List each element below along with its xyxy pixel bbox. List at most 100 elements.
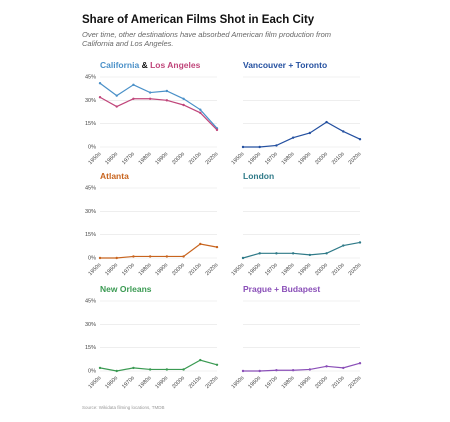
y-tick-label: 30% bbox=[85, 98, 96, 104]
point bbox=[165, 255, 169, 258]
y-tick-label: 0% bbox=[88, 255, 96, 261]
point bbox=[148, 91, 152, 94]
x-tick-label: 1950s bbox=[231, 151, 246, 166]
y-tick-label: 30% bbox=[85, 209, 96, 215]
x-tick-label: 2010s bbox=[331, 375, 346, 390]
page-title: Share of American Films Shot in Each Cit… bbox=[82, 14, 315, 26]
y-tick-label: 45% bbox=[85, 298, 96, 304]
point bbox=[291, 369, 295, 372]
x-tick-label: 2010s bbox=[331, 151, 346, 166]
x-tick-label: 1980s bbox=[138, 151, 153, 166]
legend-entry: Los Angeles bbox=[150, 60, 200, 70]
y-tick-label: 15% bbox=[85, 345, 96, 351]
y-tick-label: 0% bbox=[88, 368, 96, 374]
point bbox=[148, 97, 152, 100]
x-tick-label: 1970s bbox=[264, 375, 279, 390]
panel-title: Prague + Budapest bbox=[243, 284, 320, 294]
point bbox=[342, 366, 345, 370]
x-tick-label: 2000s bbox=[171, 375, 186, 390]
point bbox=[148, 255, 152, 258]
y-tick-label: 45% bbox=[85, 185, 96, 191]
source: Source: Wikidata filming locations, TMDB bbox=[82, 405, 164, 410]
series-line bbox=[99, 359, 218, 372]
point bbox=[291, 252, 295, 255]
title-joiner: & bbox=[142, 60, 148, 70]
legend-entry: New Orleans bbox=[100, 284, 152, 294]
series-line bbox=[99, 96, 218, 131]
series-line bbox=[99, 82, 218, 129]
x-tick-label: 1960s bbox=[247, 151, 262, 166]
panel-title: California & Los Angeles bbox=[100, 60, 201, 70]
x-tick-label: 1970s bbox=[121, 151, 136, 166]
y-tick-label: 30% bbox=[85, 322, 96, 328]
x-tick-label: 1970s bbox=[264, 151, 279, 166]
series-line bbox=[243, 362, 361, 372]
point bbox=[308, 131, 312, 135]
point bbox=[215, 128, 219, 132]
y-tick-label: 0% bbox=[88, 144, 96, 150]
point bbox=[199, 358, 202, 362]
point bbox=[182, 368, 185, 371]
point bbox=[325, 252, 328, 255]
point bbox=[115, 94, 118, 97]
panel-title: Atlanta bbox=[100, 171, 129, 181]
x-tick-label: 1990s bbox=[297, 262, 312, 277]
x-tick-label: 2000s bbox=[314, 262, 329, 277]
point bbox=[291, 136, 295, 139]
point bbox=[215, 363, 219, 366]
legend-entry: Atlanta bbox=[100, 171, 129, 181]
x-tick-label: 2010s bbox=[188, 262, 203, 277]
x-tick-label: 1960s bbox=[247, 262, 262, 277]
point bbox=[115, 105, 118, 108]
panel-title: New Orleans bbox=[100, 284, 152, 294]
point bbox=[358, 241, 362, 244]
x-tick-label: 2010s bbox=[331, 262, 346, 277]
point bbox=[165, 89, 169, 93]
x-tick-label: 1960s bbox=[104, 262, 119, 277]
y-tick-label: 15% bbox=[85, 232, 96, 238]
point bbox=[148, 368, 152, 371]
panel-title: Vancouver + Toronto bbox=[243, 60, 327, 70]
subtitle: California and Los Angeles. bbox=[82, 39, 173, 48]
point bbox=[199, 242, 202, 246]
x-tick-label: 1960s bbox=[104, 375, 119, 390]
legend-entry: London bbox=[243, 171, 274, 181]
point bbox=[275, 369, 278, 372]
point bbox=[258, 369, 261, 373]
x-tick-label: 1960s bbox=[247, 375, 262, 390]
legend-entry: Vancouver + Toronto bbox=[243, 60, 327, 70]
x-tick-label: 1980s bbox=[138, 262, 153, 277]
point bbox=[258, 252, 261, 255]
series-line bbox=[100, 243, 218, 259]
x-tick-label: 1970s bbox=[121, 375, 136, 390]
point bbox=[275, 252, 278, 255]
point bbox=[115, 256, 118, 260]
y-tick-label: 15% bbox=[85, 121, 96, 127]
point bbox=[98, 256, 102, 260]
x-tick-label: 2000s bbox=[314, 375, 329, 390]
x-tick-label: 2020s bbox=[348, 262, 363, 277]
x-tick-label: 2020s bbox=[205, 262, 220, 277]
x-tick-label: 1960s bbox=[104, 151, 119, 166]
point bbox=[215, 245, 219, 249]
point bbox=[275, 144, 278, 147]
series-line bbox=[242, 241, 361, 259]
point bbox=[358, 138, 362, 141]
point bbox=[98, 96, 102, 99]
x-tick-label: 1980s bbox=[281, 151, 296, 166]
x-tick-label: 1990s bbox=[297, 375, 312, 390]
point bbox=[241, 369, 245, 373]
x-tick-label: 2020s bbox=[205, 151, 220, 166]
x-tick-label: 2000s bbox=[314, 151, 329, 166]
legend-entry: Prague + Budapest bbox=[243, 284, 320, 294]
x-tick-label: 2020s bbox=[348, 375, 363, 390]
x-tick-label: 2020s bbox=[348, 151, 363, 166]
x-tick-label: 2020s bbox=[205, 375, 220, 390]
x-tick-label: 1950s bbox=[88, 375, 103, 390]
y-tick-label: 45% bbox=[85, 74, 96, 80]
x-tick-label: 1990s bbox=[154, 151, 169, 166]
subtitle: Over time, other destinations have absor… bbox=[82, 30, 331, 39]
x-tick-label: 1950s bbox=[231, 375, 246, 390]
point bbox=[342, 130, 345, 133]
